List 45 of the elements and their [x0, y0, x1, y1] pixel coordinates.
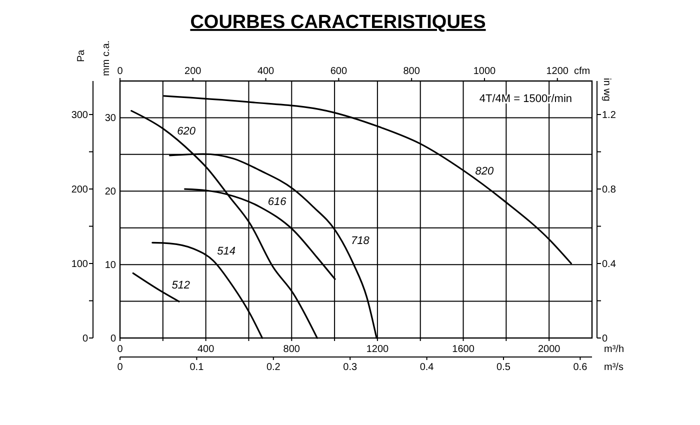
y3-tick-label: 0.4 — [602, 259, 616, 270]
x2-axis-title: cfm — [574, 66, 590, 77]
series-label: 718 — [350, 234, 370, 247]
y2-tick-label: 30 — [104, 113, 116, 124]
text: 0.5 — [496, 362, 511, 373]
y3-axis-title: in wg — [601, 78, 612, 102]
x2-tick-label: 800 — [403, 66, 420, 77]
y2-axis-title: mm c.a. — [101, 40, 112, 76]
x2-tick-label: 0 — [117, 66, 124, 77]
y3-tick-label: 0 — [602, 334, 608, 344]
x-tick-label: 2000 — [538, 344, 561, 355]
text: m³/s — [604, 362, 624, 373]
x-axis-title: m³/h — [604, 344, 624, 355]
x2-tick-label: 200 — [184, 66, 202, 77]
x2-tick-label: 600 — [330, 66, 348, 77]
chart-title: COURBES CARACTERISTIQUES — [190, 12, 486, 33]
y-tick-label: 100 — [71, 259, 88, 270]
x-tick-label: 0 — [117, 344, 124, 355]
y2-tick-label: 20 — [104, 186, 116, 198]
x-tick-label: 1600 — [452, 344, 475, 355]
y-tick-label: 200 — [71, 184, 88, 196]
series-label: 514 — [217, 246, 236, 258]
text: 0.1 — [190, 362, 204, 373]
series-label: 512 — [172, 279, 190, 292]
text: 0.2 — [266, 362, 281, 373]
text: 0.4 — [420, 362, 434, 373]
y3-tick-label: 0.8 — [602, 184, 616, 196]
x-tick-label: 400 — [197, 344, 215, 355]
y-tick-label: 0 — [82, 334, 88, 344]
x2-tick-label: 1000 — [473, 66, 496, 77]
series-label: 820 — [475, 165, 495, 178]
text: 0.6 — [573, 362, 588, 373]
y2-tick-label: 0 — [110, 334, 116, 344]
series-label: 620 — [177, 126, 196, 138]
y-axis-title: Pa — [76, 49, 87, 62]
y-tick-label: 300 — [71, 110, 88, 122]
x-tick-label: 800 — [283, 344, 300, 355]
x2-tick-label: 1200 — [546, 66, 569, 77]
series-label: 616 — [268, 196, 288, 208]
y3-tick-label: 1.2 — [602, 110, 616, 122]
x2-tick-label: 400 — [257, 66, 275, 77]
text: 0.3 — [343, 362, 358, 373]
text: 0 — [117, 362, 124, 373]
y2-tick-label: 10 — [104, 260, 116, 272]
x-tick-label: 1200 — [366, 344, 390, 355]
